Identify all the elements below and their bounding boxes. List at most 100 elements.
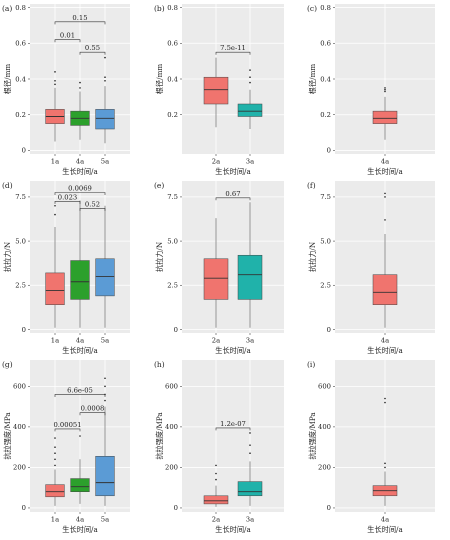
box-iqr [45,484,65,498]
box-iqr [237,103,263,117]
x-tick-label: 4a [381,337,389,345]
box-iqr [372,274,398,305]
outlier-point [384,401,386,404]
comparison-p-value: 0.023 [58,193,77,201]
y-tick-label: 400 [13,423,26,431]
outlier-point [54,446,56,448]
outlier-point [79,435,81,437]
outlier-point [384,219,386,221]
panel-letter-label: (i) [307,360,315,369]
y-tick-label: 0.8 [15,4,26,12]
outlier-point [54,458,56,461]
y-tick-label: 5.0 [167,237,178,245]
x-axis-title: 生长时间/a [62,346,98,355]
y-tick-label: 0 [327,147,331,155]
box-iqr [45,272,65,305]
outlier-point [104,79,106,82]
outlier-point [104,399,106,402]
x-tick-label: 1a [51,158,59,166]
x-tick-label: 4a [381,158,389,166]
box-iqr [203,258,229,300]
x-tick-label: 1a [51,516,59,524]
x-tick-label: 4a [76,158,84,166]
x-axis-title: 生长时间/a [215,167,251,176]
x-tick-label: 5a [101,516,109,524]
y-tick-label: 0.4 [15,75,26,83]
comparison-bracket [79,51,106,55]
y-tick-label: 600 [165,383,178,391]
comparison-p-value: 0.15 [72,14,87,22]
comparison-bracket [79,412,106,416]
y-axis-title: 抗拉力/N [308,242,317,272]
outlier-point [79,81,81,84]
x-tick-label: 2a [212,158,220,166]
panel-letter-label: (e) [154,181,164,190]
outlier-point [54,437,56,439]
x-tick-label: 1a [51,337,59,345]
box-iqr [372,110,398,124]
x-axis-title: 生长时间/a [367,525,403,534]
outlier-point [54,452,56,455]
comparison-p-value: 1.2e-07 [220,420,246,428]
outlier-point [79,87,81,89]
comparison-p-value: 0.0008 [81,405,105,413]
panel-h: 0 200 400 600 2a 3a 1.2e-07 (h) 生长时间/a 抗拉强度/MPa [154,360,284,534]
panel-a: 0 0.2 0.4 0.6 0.8 1a 4a 5a 0.01 0.55 0.15 (a) 生长时间/a… [2,4,130,176]
outlier-point [384,462,386,465]
y-tick-label: 0 [327,326,331,334]
x-axis-title: 生长时间/a [215,525,251,534]
box-iqr [203,76,229,105]
outlier-point [54,464,56,467]
comparison-p-value: 0.55 [85,44,100,52]
x-axis-title: 生长时间/a [62,525,98,534]
y-tick-label: 2.5 [320,282,331,290]
y-tick-label: 200 [165,464,178,472]
comparison-p-value: 7.5e-11 [220,44,246,52]
panel-letter-label: (g) [2,360,13,369]
comparison-bracket [54,21,106,25]
y-tick-label: 7.5 [15,193,26,201]
outlier-point [249,76,251,79]
outlier-point [249,452,251,455]
y-tick-label: 0 [22,326,26,334]
panel-letter-label: (d) [2,181,13,190]
y-axis-title: 抗拉强度/MPa [155,412,164,460]
box-iqr [70,478,90,492]
y-tick-label: 200 [13,464,26,472]
outlier-point [54,204,56,207]
panel-f: 0 2.5 5.0 7.5 4a (f) 生长时间/a 抗拉力/N [307,181,435,355]
panel-b: 0.2 0.4 0.6 0.8 2a 3a 7.5e-11 (b) 生长时间/a 根径/mm [154,4,284,176]
y-tick-label: 5.0 [320,237,331,245]
y-tick-label: 600 [318,383,331,391]
y-axis-title: 根径/mm [155,64,164,95]
y-tick-label: 0 [174,504,178,512]
outlier-point [54,79,56,82]
x-tick-label: 3a [246,516,254,524]
y-tick-label: 400 [318,423,331,431]
x-axis-title: 生长时间/a [367,346,403,355]
panel-letter-label: (c) [307,4,317,13]
comparison-bracket [215,427,251,431]
comparison-p-value: 0.0069 [68,184,92,192]
x-axis-title: 生长时间/a [62,167,98,176]
comparison-p-value: 0.00051 [53,421,81,429]
x-tick-label: 2a [212,337,220,345]
x-axis-title: 生长时间/a [367,167,403,176]
outlier-point [54,83,56,86]
outlier-point [104,377,106,380]
y-tick-label: 0.6 [15,40,26,48]
y-tick-label: 0 [327,504,331,512]
comparison-bracket [215,197,251,201]
comparison-bracket [54,39,81,43]
box-iqr [95,109,115,130]
plot-panel-background [182,181,284,333]
outlier-point [249,69,251,71]
comparison-bracket [54,394,106,397]
y-tick-label: 2.5 [15,282,26,290]
panel-d: 0 2.5 5.0 7.5 1a 4a 5a 0.023 0.52 0.0069 (d) 生长时间/a… [2,181,130,355]
x-tick-label: 2a [212,516,220,524]
outlier-point [384,192,386,195]
y-axis-title: 根径/mm [3,64,12,95]
box-iqr [237,254,263,300]
comparison-p-value: 0.01 [60,32,75,40]
